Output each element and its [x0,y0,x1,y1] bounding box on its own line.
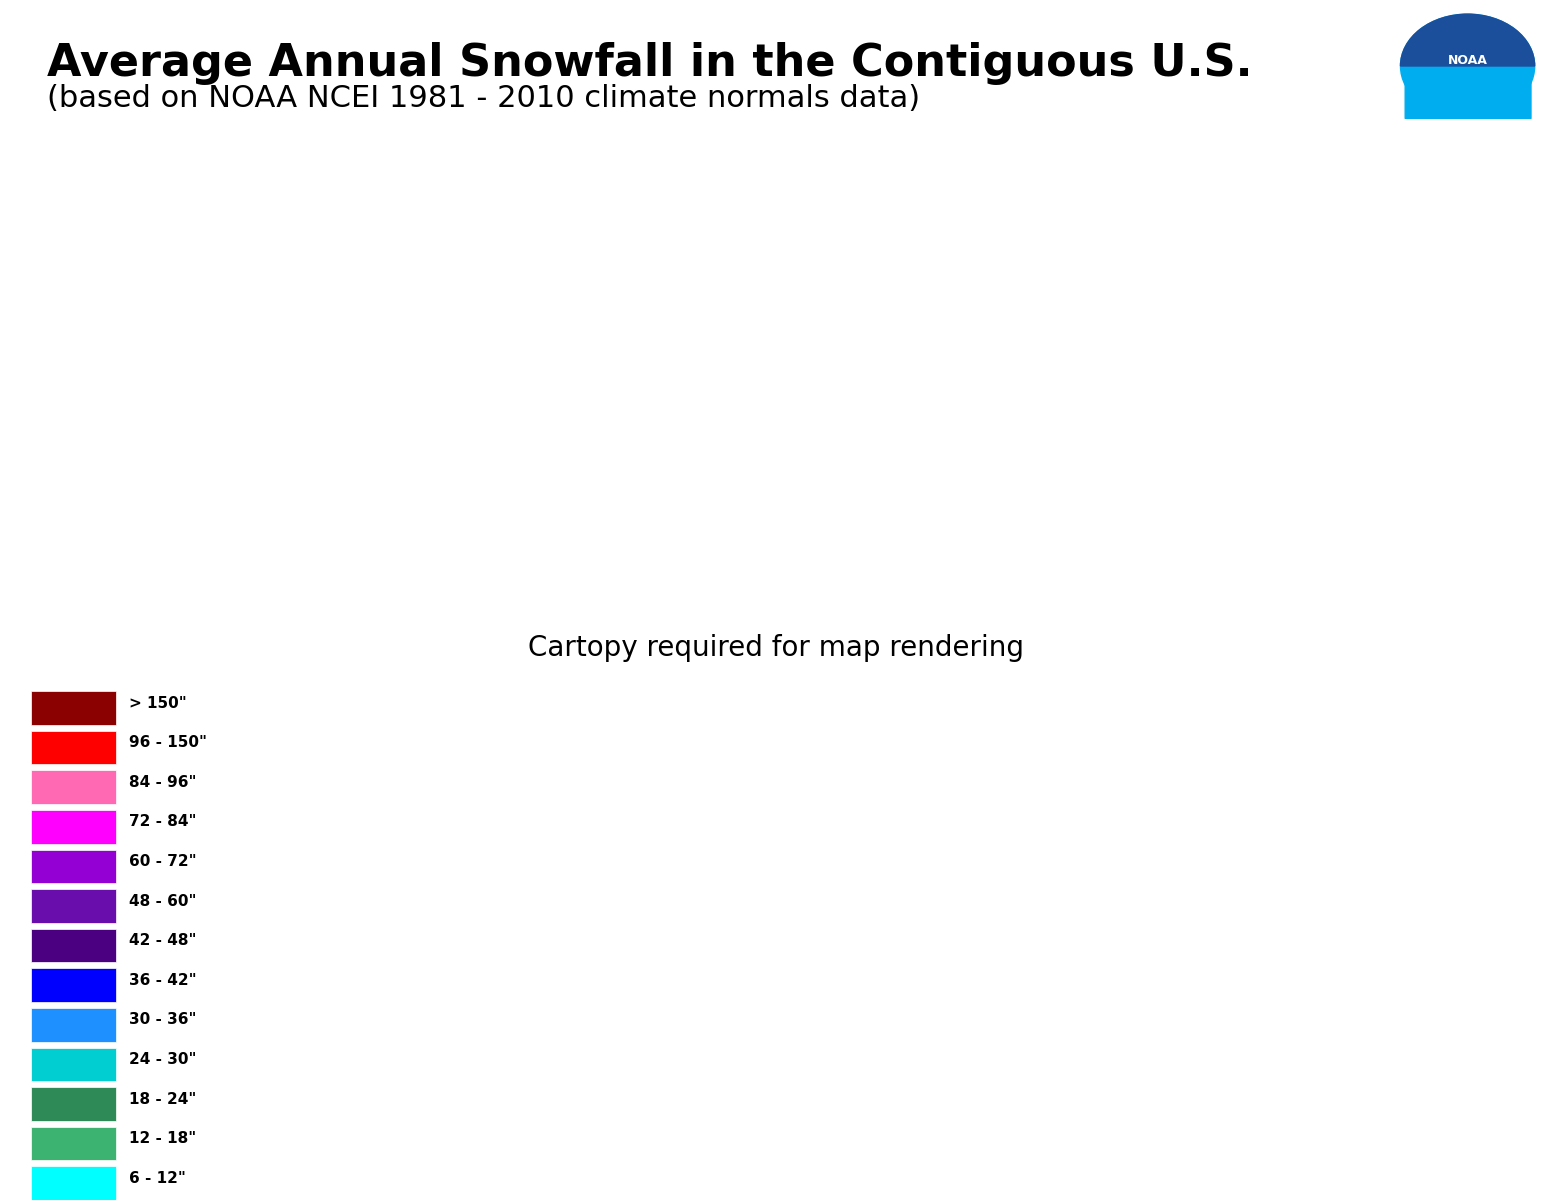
Text: (based on NOAA NCEI 1981 - 2010 climate normals data): (based on NOAA NCEI 1981 - 2010 climate … [47,84,919,113]
Wedge shape [1401,14,1534,66]
Text: 12 - 18": 12 - 18" [129,1132,196,1146]
Text: 24 - 30": 24 - 30" [129,1052,196,1067]
Text: 84 - 96": 84 - 96" [129,775,196,790]
Text: 36 - 42": 36 - 42" [129,973,197,988]
Text: 96 - 150": 96 - 150" [129,736,207,750]
Text: 18 - 24": 18 - 24" [129,1092,196,1106]
Text: 30 - 36": 30 - 36" [129,1013,196,1027]
Text: 48 - 60": 48 - 60" [129,894,196,908]
Text: NOAA: NOAA [1447,54,1488,67]
Text: 60 - 72": 60 - 72" [129,854,197,869]
Text: 42 - 48": 42 - 48" [129,934,196,948]
Text: 72 - 84": 72 - 84" [129,815,196,829]
Circle shape [1401,14,1534,118]
Text: Cartopy required for map rendering: Cartopy required for map rendering [528,634,1025,662]
Text: > 150": > 150" [129,696,186,710]
Text: 6 - 12": 6 - 12" [129,1171,186,1186]
Text: Average Annual Snowfall in the Contiguous U.S.: Average Annual Snowfall in the Contiguou… [47,42,1252,85]
